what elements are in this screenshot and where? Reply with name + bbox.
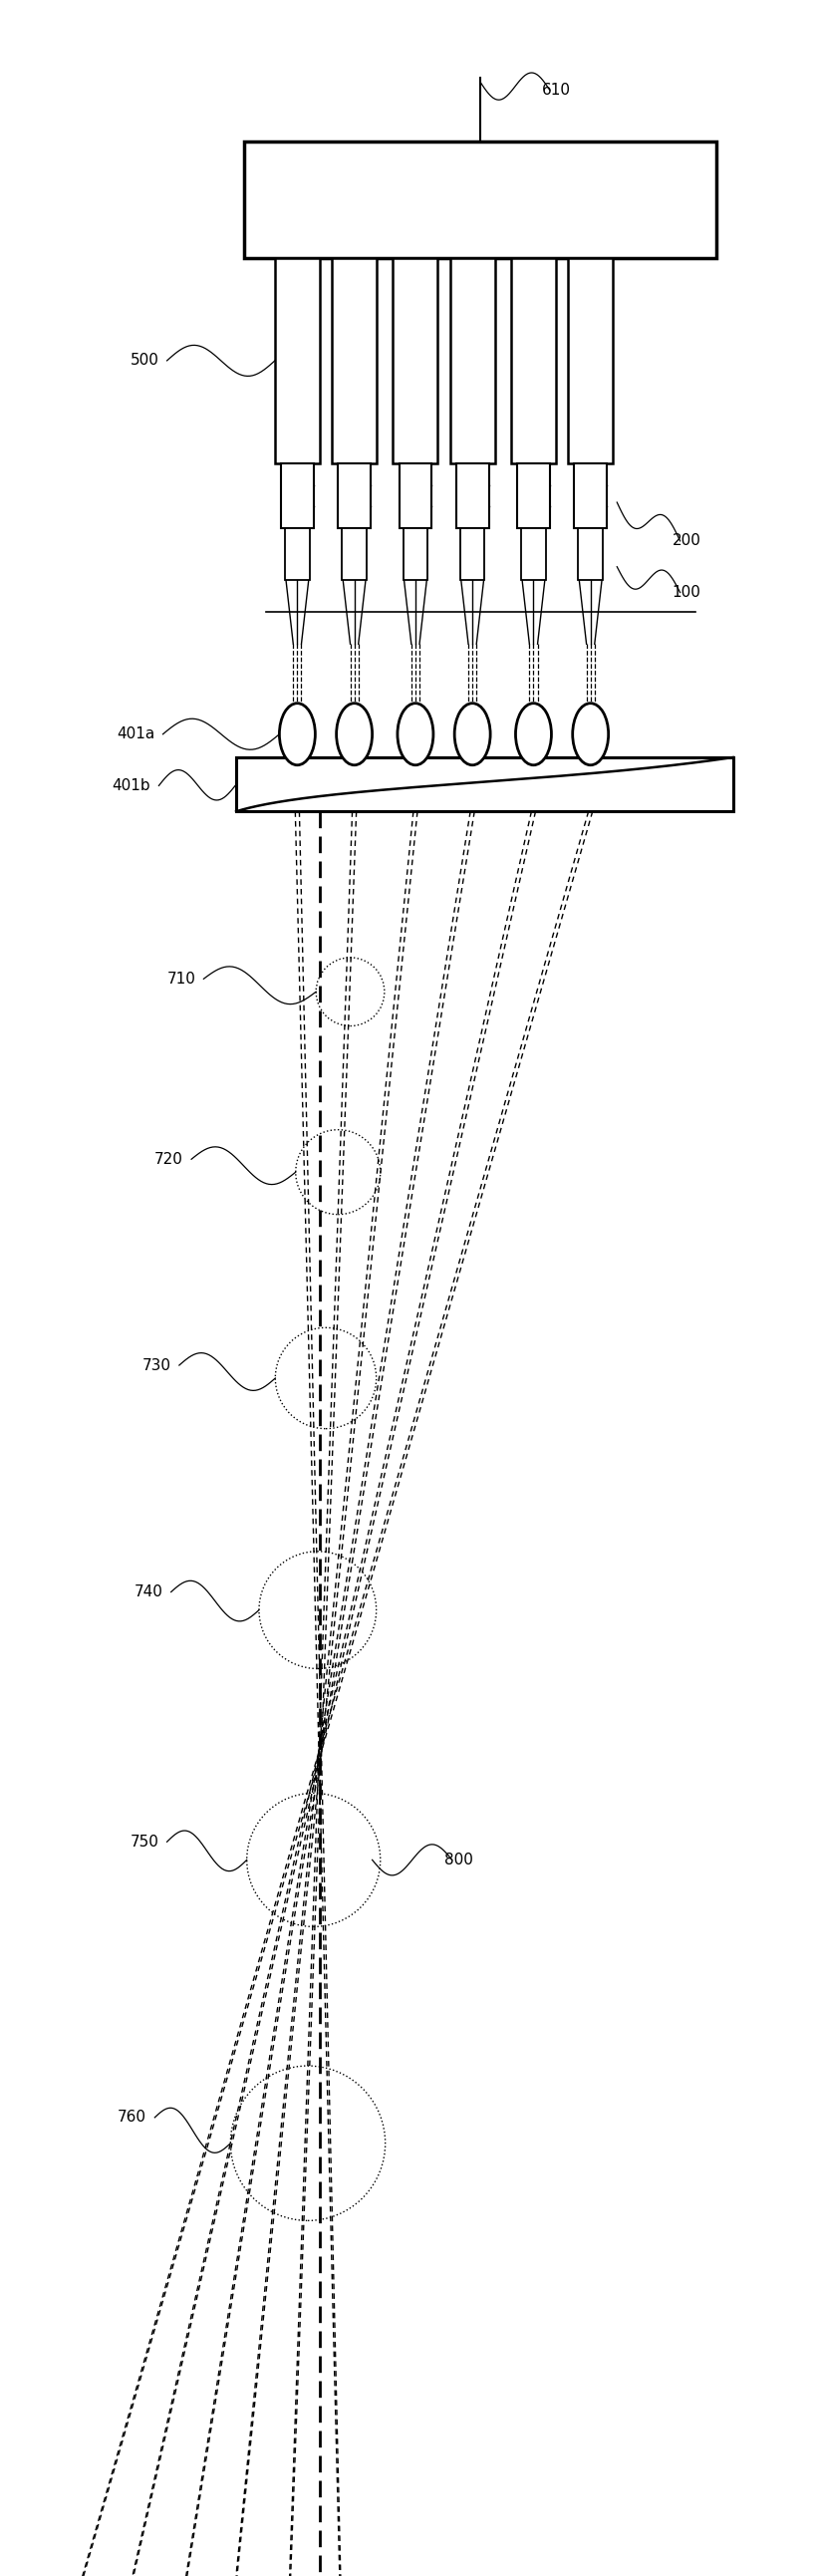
Bar	[399, 464, 431, 528]
Text: 800: 800	[444, 1852, 472, 1868]
Bar	[578, 528, 602, 580]
Text: 610: 610	[541, 82, 570, 98]
Bar	[274, 258, 319, 464]
Text: 730: 730	[142, 1358, 171, 1373]
Text: 600: 600	[459, 191, 501, 209]
Bar	[449, 258, 495, 464]
Bar	[460, 528, 484, 580]
Text: 401a: 401a	[116, 726, 155, 742]
Text: 200: 200	[672, 533, 700, 549]
Text: 100: 100	[672, 585, 700, 600]
Ellipse shape	[515, 703, 551, 765]
Text: 760: 760	[118, 2110, 147, 2125]
Bar	[392, 258, 438, 464]
Ellipse shape	[397, 703, 433, 765]
Ellipse shape	[454, 703, 490, 765]
Text: 500: 500	[130, 353, 159, 368]
Bar	[332, 258, 376, 464]
Bar	[285, 528, 309, 580]
Text: 401b: 401b	[112, 778, 151, 793]
Bar	[281, 464, 313, 528]
Text: 740: 740	[134, 1584, 163, 1600]
Bar	[244, 142, 716, 258]
Text: 720: 720	[155, 1151, 183, 1167]
Bar	[403, 528, 427, 580]
Text: 710: 710	[167, 971, 195, 987]
Bar	[342, 528, 366, 580]
Bar	[517, 464, 549, 528]
Bar	[456, 464, 488, 528]
Ellipse shape	[572, 703, 608, 765]
Bar	[511, 258, 556, 464]
Bar	[236, 757, 733, 811]
Ellipse shape	[336, 703, 372, 765]
Bar	[521, 528, 545, 580]
Bar	[568, 258, 613, 464]
Ellipse shape	[279, 703, 315, 765]
Bar	[574, 464, 606, 528]
Bar	[338, 464, 370, 528]
Text: 750: 750	[130, 1834, 159, 1850]
